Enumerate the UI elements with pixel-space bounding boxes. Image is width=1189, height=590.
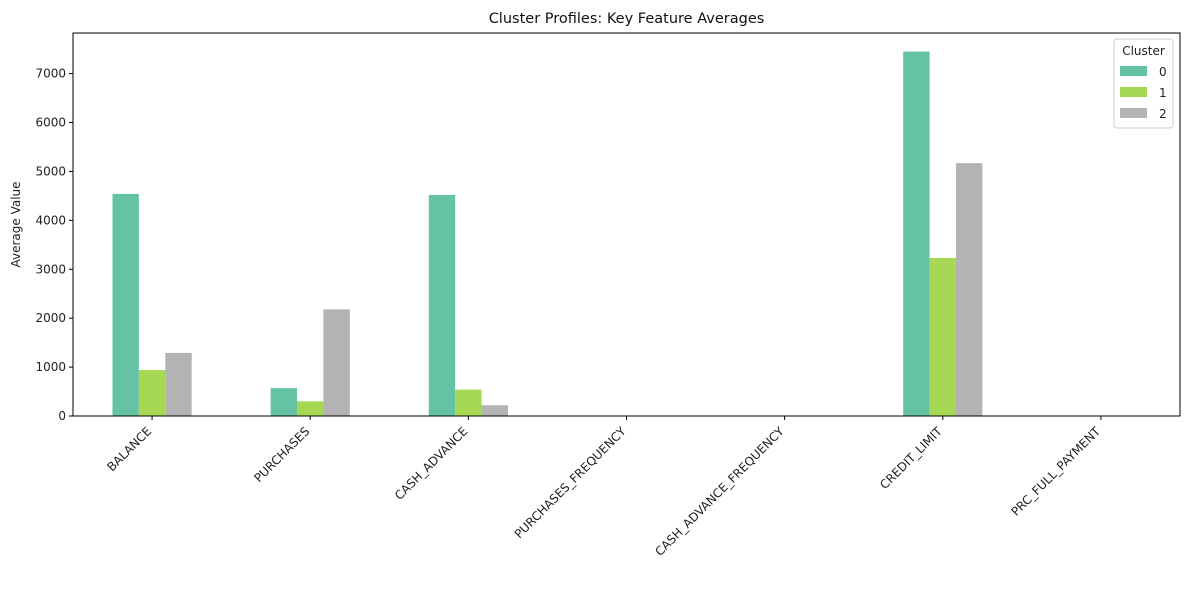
chart-title: Cluster Profiles: Key Feature Averages [489, 11, 765, 27]
x-tick-label: PRC_FULL_PAYMENT [1008, 424, 1103, 519]
y-tick-label: 1000 [35, 360, 66, 374]
y-axis-label: Average Value [9, 181, 23, 267]
x-tick-label: CREDIT_LIMIT [877, 424, 945, 492]
y-axis: 0 1000 2000 3000 4000 5000 6000 7000 [35, 67, 73, 423]
bar-cluster-1-credit-limit [929, 258, 956, 416]
legend-label-cluster-2: 2 [1159, 107, 1167, 121]
bar-cluster-0-purchases [270, 388, 298, 416]
bar-cluster-0-balance [112, 193, 139, 416]
bar-cluster-2-purchases [323, 309, 350, 416]
y-tick-label: 0 [58, 409, 66, 423]
x-tick-label: CASH_ADVANCE [392, 424, 471, 503]
legend-swatch-cluster-1 [1120, 87, 1147, 97]
bar-cluster-1-balance [138, 370, 166, 416]
bars-group [112, 51, 1141, 416]
x-tick-label: CASH_ADVANCE_FREQUENCY [652, 424, 787, 559]
legend-box [1113, 38, 1174, 129]
bar-cluster-2-cash-advance [481, 405, 508, 416]
bar-cluster-0-credit-limit [903, 51, 930, 416]
bar-cluster-0-cash-advance [428, 194, 456, 416]
x-axis: BALANCE PURCHASES CASH_ADVANCE PURCHASES_FR… [104, 416, 1104, 559]
y-tick-label: 3000 [35, 262, 66, 276]
bar-cluster-1-cash-advance [455, 389, 482, 416]
legend-swatch-cluster-2 [1120, 108, 1147, 118]
y-tick-label: 2000 [35, 311, 66, 325]
y-tick-label: 7000 [35, 67, 66, 81]
x-tick-label: PURCHASES_FREQUENCY [512, 424, 629, 541]
y-tick-label: 5000 [35, 164, 66, 178]
legend-title: Cluster [1122, 44, 1165, 58]
y-tick-label: 4000 [35, 213, 66, 227]
legend: Cluster 0 1 2 [1113, 38, 1174, 129]
legend-label-cluster-0: 0 [1159, 65, 1167, 79]
plot-frame [72, 32, 1181, 417]
y-tick-label: 6000 [35, 116, 66, 130]
bar-cluster-1-purchases [297, 401, 324, 416]
bar-cluster-2-balance [165, 352, 192, 416]
x-tick-label: BALANCE [104, 424, 154, 474]
x-tick-label: PURCHASES [251, 424, 312, 485]
legend-label-cluster-1: 1 [1159, 86, 1167, 100]
bar-cluster-2-credit-limit [955, 163, 983, 416]
legend-swatch-cluster-0 [1120, 66, 1147, 76]
